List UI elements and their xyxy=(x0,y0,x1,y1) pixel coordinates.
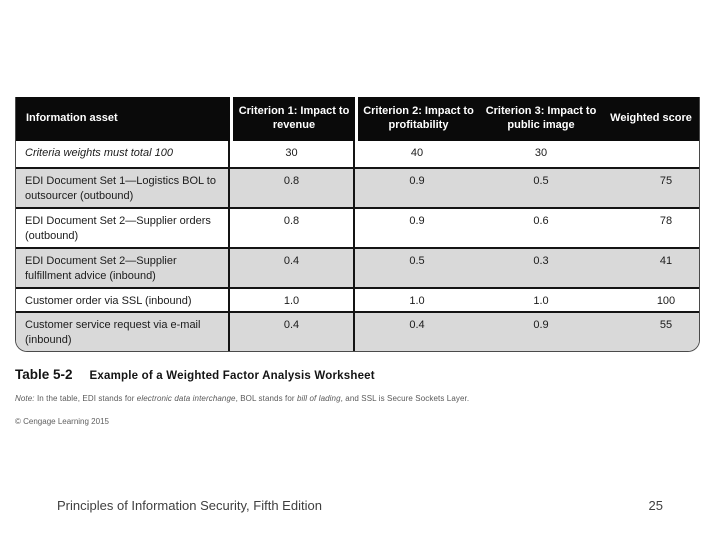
table-note: Note: In the table, EDI stands for elect… xyxy=(15,394,469,403)
weight-score-empty xyxy=(603,141,699,167)
column-header-information-asset: Information asset xyxy=(26,112,118,125)
criterion-2-value: 0.9 xyxy=(409,175,425,187)
table-header-row: Information asset Criterion 1: Impact to… xyxy=(16,97,699,141)
table-caption: Table 5-2 Example of a Weighted Factor An… xyxy=(15,366,375,384)
footer-book-title: Principles of Information Security, Fift… xyxy=(57,498,322,513)
criterion-2-value: 1.0 xyxy=(409,295,425,307)
criterion-3-value: 0.3 xyxy=(533,255,549,267)
criterion-2-value: 0.5 xyxy=(409,255,425,267)
weighted-score-value: 78 xyxy=(659,215,673,227)
asset-name: Customer service request via e-mail (inb… xyxy=(16,313,230,351)
criterion-2-value: 0.4 xyxy=(409,319,425,331)
note-italic-term: electronic data interchange xyxy=(136,394,236,403)
asset-name: Customer order via SSL (inbound) xyxy=(16,289,230,311)
weighted-score-value: 75 xyxy=(659,175,673,187)
column-header-weighted-score: Weighted score xyxy=(610,112,692,125)
criterion-1-value: 0.8 xyxy=(230,169,355,207)
table-caption-title: Example of a Weighted Factor Analysis Wo… xyxy=(89,370,375,382)
asset-name: EDI Document Set 2—Supplier fulfillment … xyxy=(16,249,230,287)
note-italic-term: bill of lading xyxy=(297,394,341,403)
column-header-criterion-1: Criterion 1: Impact to revenue xyxy=(230,97,355,141)
table-row: EDI Document Set 1—Logistics BOL to outs… xyxy=(16,167,699,207)
asset-name: EDI Document Set 1—Logistics BOL to outs… xyxy=(16,169,230,207)
table-row: Customer order via SSL (inbound) 1.0 1.0… xyxy=(16,287,699,311)
criterion-3-value: 0.5 xyxy=(533,175,549,187)
table-row: EDI Document Set 2—Supplier orders (outb… xyxy=(16,207,699,247)
criterion-1-value: 0.4 xyxy=(230,313,355,351)
criterion-1-value: 1.0 xyxy=(230,289,355,311)
criteria-weights-label: Criteria weights must total 100 xyxy=(16,141,230,167)
weight-public-image: 30 xyxy=(534,147,548,159)
weight-revenue: 30 xyxy=(230,141,355,167)
asset-name: EDI Document Set 2—Supplier orders (outb… xyxy=(16,209,230,247)
criterion-1-value: 0.4 xyxy=(230,249,355,287)
weighted-score-value: 55 xyxy=(659,319,673,331)
footer-page-number: 25 xyxy=(648,498,663,513)
note-segment: , and SSL is Secure Sockets Layer. xyxy=(340,394,470,403)
criterion-3-value: 1.0 xyxy=(533,295,549,307)
weighted-score-value: 41 xyxy=(659,255,673,267)
weight-profitability: 40 xyxy=(410,147,424,159)
table-row: Customer service request via e-mail (inb… xyxy=(16,311,699,351)
note-lead: Note: xyxy=(15,394,35,403)
weighted-score-value: 100 xyxy=(656,295,676,307)
criterion-3-value: 0.9 xyxy=(533,319,549,331)
table-row: EDI Document Set 2—Supplier fulfillment … xyxy=(16,247,699,287)
weighted-factor-analysis-table: Information asset Criterion 1: Impact to… xyxy=(15,97,700,352)
criterion-3-value: 0.6 xyxy=(533,215,549,227)
column-header-criterion-2: Criterion 2: Impact to profitability xyxy=(355,97,479,141)
note-segment: In the table, EDI stands for xyxy=(34,394,137,403)
copyright-credit: © Cengage Learning 2015 xyxy=(15,417,109,426)
criterion-2-value: 0.9 xyxy=(409,215,425,227)
table-caption-number: Table 5-2 xyxy=(15,367,73,382)
criterion-1-value: 0.8 xyxy=(230,209,355,247)
note-segment: , BOL stands for xyxy=(235,394,297,403)
table-row-criteria-weights: Criteria weights must total 100 30 40 30 xyxy=(16,141,699,167)
column-header-criterion-3: Criterion 3: Impact to public image xyxy=(485,105,597,131)
